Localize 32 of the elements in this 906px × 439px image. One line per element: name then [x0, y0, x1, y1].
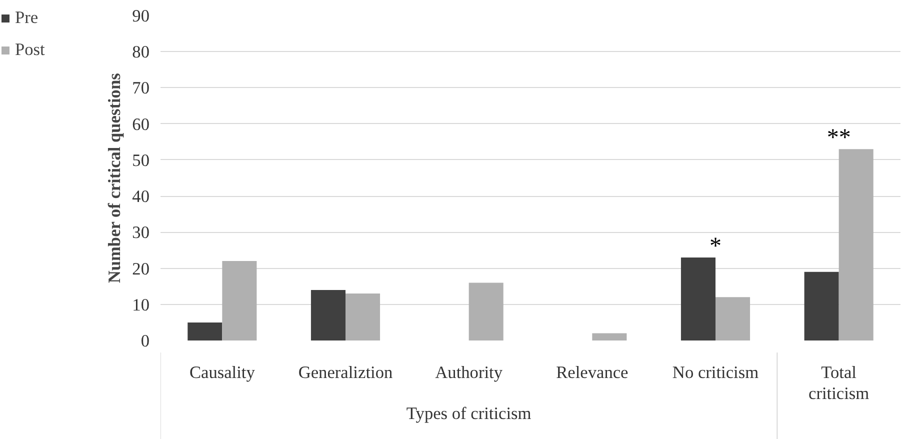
bar: [592, 333, 627, 340]
legend-label: Pre: [15, 8, 38, 28]
x-tick-label: No criticism: [672, 362, 760, 382]
y-axis-title: Number of critical questions: [105, 72, 124, 284]
y-tick-label: 40: [132, 187, 150, 206]
y-tick-label: 90: [132, 6, 150, 26]
bar: [346, 294, 380, 340]
y-tick-label: 0: [140, 332, 150, 350]
x-tick-label: Authority: [435, 362, 503, 382]
y-tick-label: 60: [132, 114, 150, 134]
bar: [188, 322, 222, 340]
x-tick-label: Generaliztion: [298, 362, 393, 382]
x-tick-label: Causality: [189, 362, 256, 382]
y-tick-label: 50: [132, 150, 150, 170]
bar: [804, 272, 839, 340]
bar: [716, 297, 750, 340]
bar: [310, 290, 346, 340]
bar: [680, 257, 716, 340]
annotation: **: [826, 125, 851, 152]
y-tick-label: 30: [132, 223, 150, 242]
x-tick-label: Total criticism: [808, 362, 870, 403]
y-tick-label: 10: [132, 295, 150, 314]
bar: [468, 282, 504, 340]
bar: [222, 261, 257, 340]
x-axis-title: Types of criticism: [406, 404, 532, 423]
legend-label: Post: [15, 40, 45, 60]
bar: [838, 149, 874, 340]
y-tick-label: 70: [132, 78, 150, 98]
x-tick-label: Relevance: [556, 362, 629, 382]
y-tick-label: 80: [132, 42, 150, 62]
y-tick-label: 20: [132, 259, 150, 278]
annotation: *: [710, 233, 722, 260]
